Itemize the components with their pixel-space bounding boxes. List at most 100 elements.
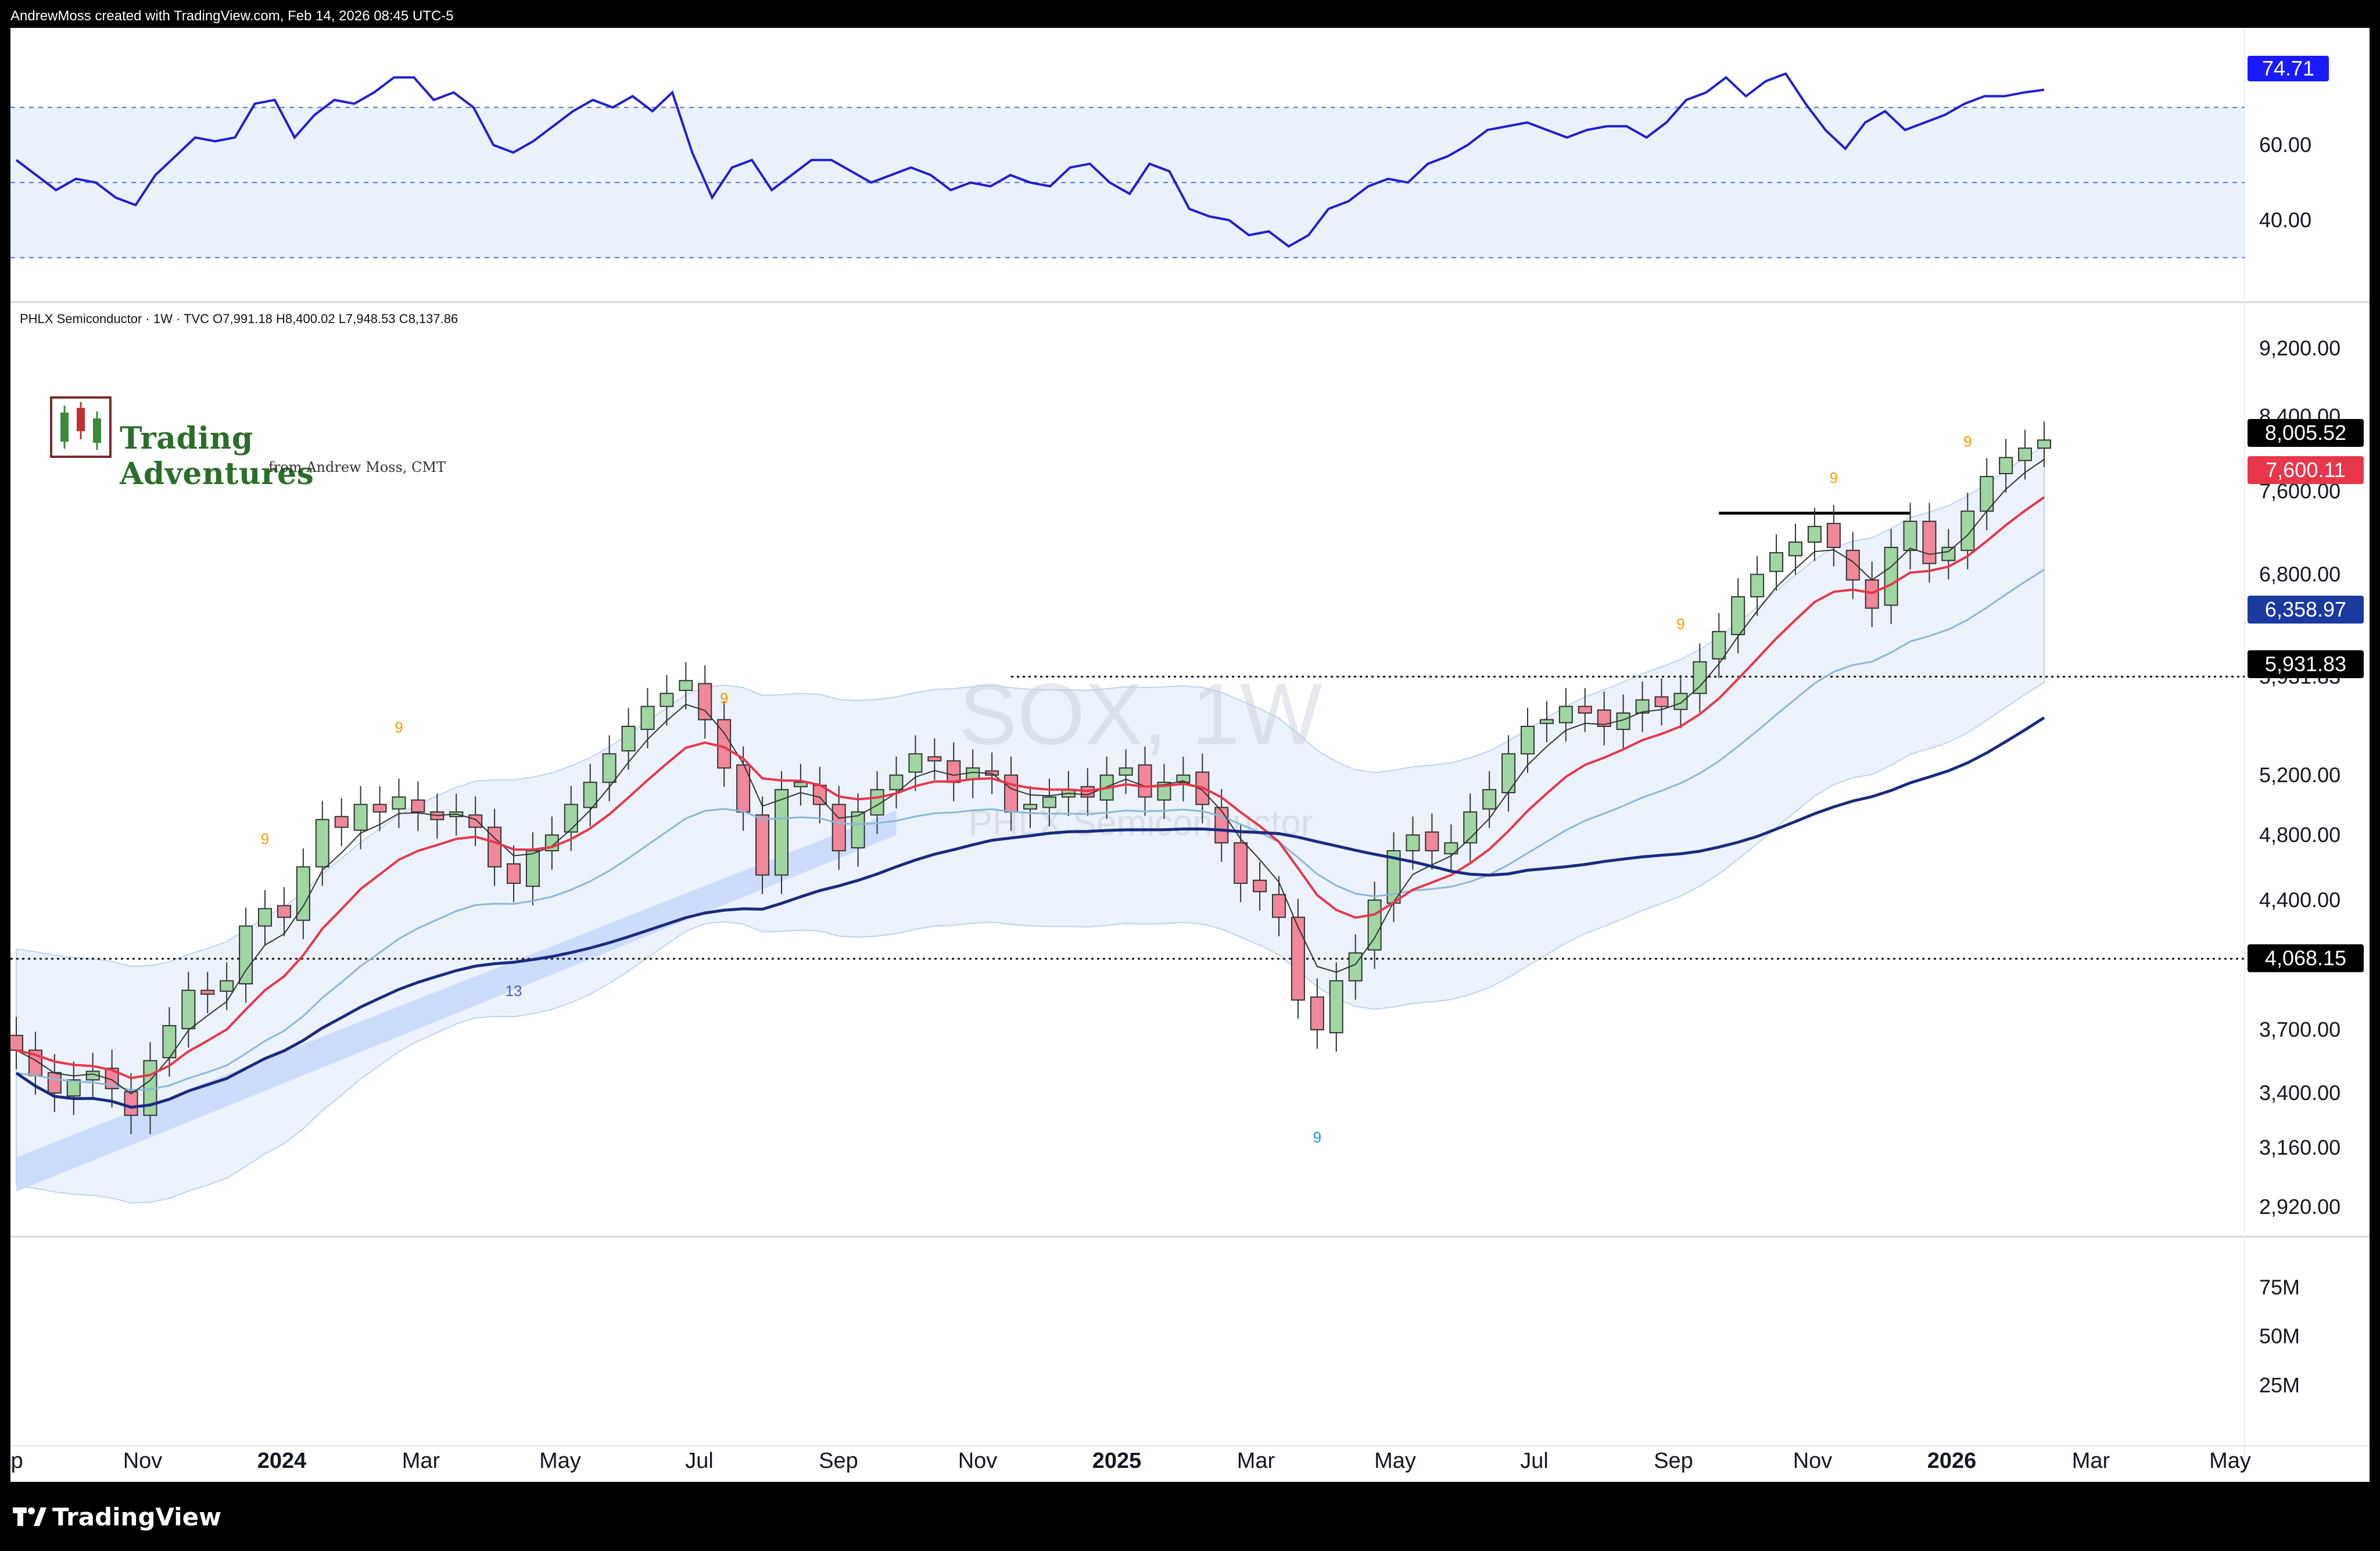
ema-fast-line [16,459,2045,1095]
candle-35 [679,680,693,692]
candle-70 [1348,952,1363,982]
candle-29 [564,804,578,833]
logo-subtitle: from Andrew Moss, CMT [268,459,446,475]
candle-89 [1712,631,1726,660]
candle-80 [1539,719,1554,724]
candle-47 [908,753,923,773]
count-label-4: 9 [395,719,403,736]
sma-dark-line [15,716,2045,1109]
candle-36 [698,683,712,721]
price-tag-resistance: 5,931.83 [2248,650,2364,678]
price-tick-7: 4,400.00 [2259,888,2340,912]
candle-96 [1845,550,1860,581]
candle-101 [1941,546,1956,561]
candle-38 [736,764,751,813]
candle-77 [1482,789,1497,810]
x-tick-1: Nov [123,1449,163,1473]
candle-48 [927,756,942,762]
candle-44 [851,811,865,848]
candle-88 [1693,661,1707,694]
trend-channel [16,810,897,1192]
x-tick-0: Sep [10,1449,23,1473]
candle-3 [66,1079,81,1097]
x-tick-7: Nov [958,1449,998,1473]
candle-61 [1176,774,1191,783]
candle-100 [1922,521,1937,564]
candle-34 [659,693,674,707]
candle-78 [1501,753,1516,793]
legend-symbol: PHLX Semiconductor · 1W · TVC [20,311,210,326]
price-tag-support: 4,068.15 [2248,944,2364,972]
price-tick-11: 3,160.00 [2259,1136,2340,1159]
candle-25 [488,826,502,868]
price-tag-ema: 7,600.11 [2248,456,2364,484]
header-credit: AndrewMoss created with TradingView.com,… [10,8,454,24]
candle-94 [1807,525,1822,543]
volume-tick-2: 25M [2259,1373,2300,1397]
price-tick-3: 6,800.00 [2259,562,2340,586]
candle-18 [353,804,368,831]
ema-red-line [16,496,2045,1080]
logo-candles-icon [50,396,112,458]
candle-73 [1406,834,1420,851]
candle-63 [1214,807,1229,844]
x-tick-12: Sep [1654,1449,1693,1473]
candle-81 [1558,705,1573,723]
x-tick-2: 2024 [257,1449,307,1473]
candle-75 [1444,842,1458,855]
candle-32 [621,725,636,752]
candle-85 [1635,699,1650,714]
candle-31 [602,753,616,783]
x-tick-13: Nov [1793,1449,1833,1473]
symbol-legend: PHLX Semiconductor · 1W · TVC O7,991.18 … [20,311,458,327]
count-label-2: 9 [1830,469,1838,486]
candle-58 [1119,767,1133,776]
candle-19 [372,804,387,813]
candle-52 [1004,774,1019,813]
tradingview-logo-icon [13,1507,46,1526]
candle-12 [239,925,253,984]
rsi-panel [10,72,2245,259]
candle-95 [1826,522,1841,548]
candle-90 [1731,596,1745,635]
x-tick-14: 2026 [1927,1449,1977,1473]
candle-74 [1425,831,1439,851]
footer-brand: TradingView [52,1502,221,1531]
rsi-value-tag: 74.71 [2248,56,2329,81]
candle-9 [181,990,196,1030]
candle-102 [1960,510,1975,551]
candle-54 [1042,796,1056,808]
candle-98 [1884,546,1898,606]
candle-46 [889,774,904,790]
candle-86 [1654,696,1669,707]
candle-105 [2018,447,2033,461]
rsi-tick-2: 40.00 [2259,208,2311,232]
candle-59 [1138,764,1152,798]
x-tick-15: Mar [2072,1449,2110,1473]
tradingview-footer[interactable]: TradingView [13,1499,221,1534]
legend-high: H8,400.02 [276,311,335,326]
candle-2 [47,1072,62,1094]
candle-10 [200,990,215,995]
candle-93 [1788,541,1802,557]
candle-87 [1673,693,1688,710]
count-label-1: 9 [720,690,728,707]
legend-close: C8,137.86 [399,311,458,326]
price-tick-9: 3,700.00 [2259,1018,2340,1041]
x-tick-16: May [2209,1449,2251,1473]
candle-43 [831,804,846,851]
rsi-line [15,72,2045,248]
candle-104 [1999,457,2013,474]
candle-24 [468,814,483,828]
candle-11 [220,980,234,992]
candle-27 [525,850,540,887]
candle-71 [1367,899,1382,951]
sma-light-line [16,568,2045,1091]
x-tick-4: May [539,1449,581,1473]
candle-49 [947,760,961,783]
candle-106 [2037,439,2051,449]
